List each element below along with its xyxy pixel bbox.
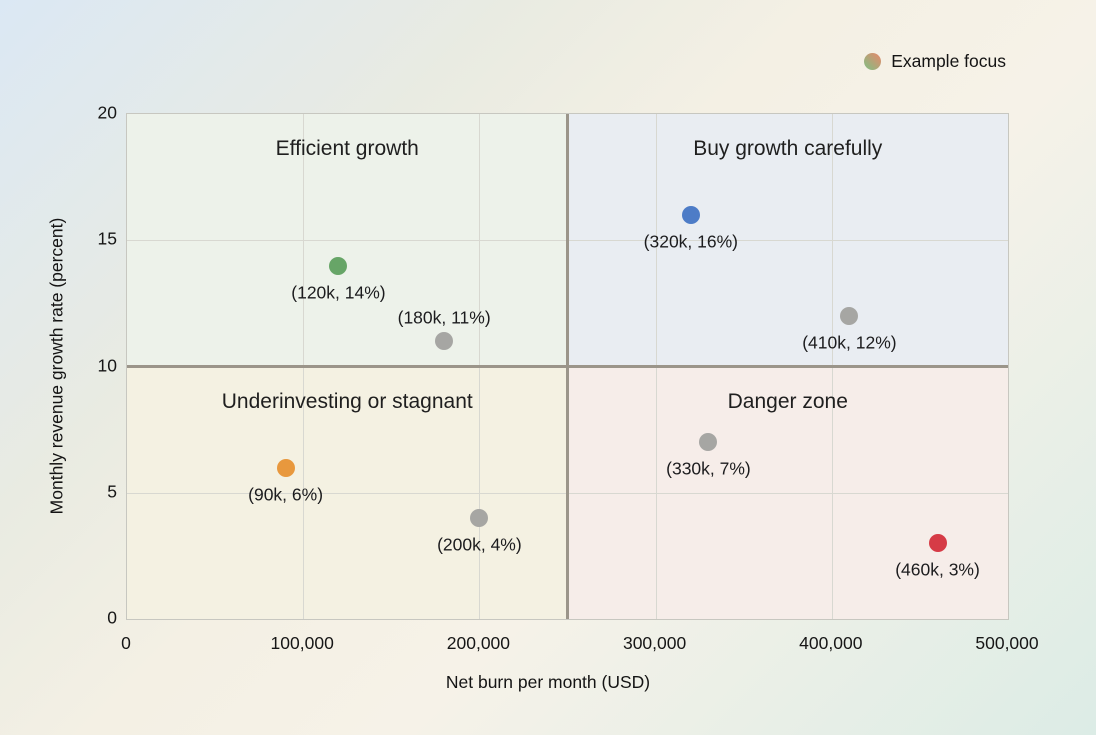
data-point: [329, 256, 348, 275]
data-point: [276, 458, 295, 477]
quadrant-title-bottom-left: Underinvesting or stagnant: [221, 389, 473, 413]
y-tick-label: 5: [107, 481, 117, 502]
data-point-label: (460k, 3%): [895, 559, 980, 580]
y-axis-title: Monthly revenue growth rate (percent): [46, 217, 67, 515]
legend-marker-icon: [864, 52, 882, 70]
data-point-label: (410k, 12%): [802, 332, 897, 353]
y-tick-label: 0: [107, 607, 117, 628]
data-point: [470, 509, 489, 527]
data-point-label: (320k, 16%): [643, 231, 739, 252]
x-tick-label: 300,000: [622, 633, 687, 653]
data-point-label: (200k, 4%): [437, 534, 522, 555]
quadrant-title-bottom-right: Danger zone: [727, 389, 848, 413]
data-point-label: (330k, 7%): [666, 458, 751, 479]
data-point-label: (90k, 6%): [248, 484, 324, 504]
data-point: [928, 534, 947, 553]
y-tick-label: 15: [97, 228, 117, 249]
x-axis-title: Net burn per month (USD): [445, 672, 651, 692]
x-tick-label: 200,000: [446, 633, 511, 653]
quadrant-title-top-left: Efficient growth: [275, 137, 419, 160]
quadrant-divider-horizontal: [127, 365, 1008, 368]
data-point-label: (120k, 14%): [291, 282, 386, 302]
data-point: [840, 307, 859, 325]
data-point: [681, 206, 700, 224]
plot-area: Efficient growth Buy growth carefully Unde…: [126, 113, 1009, 620]
x-tick-label: 0: [121, 633, 131, 653]
quadrant-title-top-right: Buy growth carefully: [693, 137, 883, 160]
y-tick-label: 10: [97, 355, 117, 375]
x-tick-label: 100,000: [270, 633, 334, 653]
data-point-label: (180k, 11%): [397, 307, 491, 328]
legend: Example focus: [864, 50, 1006, 72]
data-point: [699, 433, 718, 452]
data-point: [435, 332, 454, 351]
x-tick-label: 400,000: [799, 633, 863, 653]
legend-label: Example focus: [891, 50, 1006, 71]
x-tick-label: 500,000: [975, 633, 1039, 653]
y-tick-label: 20: [97, 102, 117, 123]
